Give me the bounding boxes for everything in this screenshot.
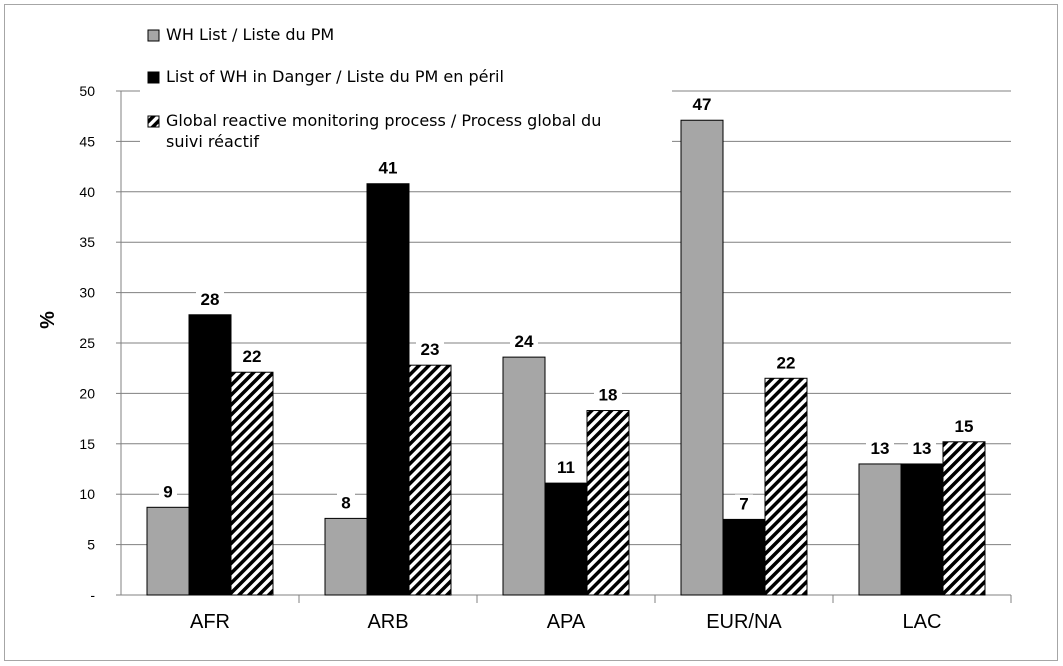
legend-label: List of WH in Danger / Liste du PM en pé… [166,67,504,86]
data-label: 8 [341,493,350,512]
data-label-bg [510,332,538,352]
data-label: 13 [871,439,890,458]
data-label: 22 [777,353,796,372]
legend: WH List / Liste du PM List of WH in Dange… [140,20,672,162]
data-label-bg [196,289,224,309]
legend-label: suivi réactif [166,132,259,151]
x-tick-label: AFR [190,611,230,633]
data-label: 15 [955,417,974,436]
data-label: 7 [739,494,748,513]
bar [858,463,902,596]
bar [502,356,546,596]
y-tick-label: 25 [79,335,95,351]
legend-label: WH List / Liste du PM [166,25,334,44]
bar [408,364,452,596]
data-label-bg [688,95,716,115]
bars [146,119,986,596]
y-axis-label: % [37,311,59,329]
data-label: 13 [913,439,932,458]
data-label: 47 [693,95,712,114]
y-tick-label: 30 [79,285,95,301]
y-tick-label: 15 [79,436,95,452]
data-label-bg [374,158,402,178]
y-tick-label: 10 [79,486,95,502]
bar [764,377,808,596]
bar [680,119,724,596]
data-label: 22 [243,347,262,366]
data-labels: 9 28 22 8 41 23 24 11 18 47 7 22 13 13 15 [159,95,978,514]
data-label-bg [735,494,753,514]
data-label-bg [552,458,580,478]
data-label: 41 [379,159,398,178]
data-label-bg [950,416,978,436]
y-tick-label: 45 [79,133,95,149]
y-tick-label: 50 [79,83,95,99]
bar [366,183,410,596]
bar [586,410,630,596]
y-tick-label: - [90,587,95,603]
data-label: 11 [557,458,575,477]
data-label-bg [772,353,800,373]
y-tick-label: 5 [87,537,95,553]
x-tick-label: ARB [367,611,408,633]
data-label-bg [908,438,936,458]
data-label: 28 [201,290,220,309]
data-label: 23 [421,340,440,359]
bar [188,314,232,596]
data-label-bg [416,340,444,360]
x-tick-label: EUR/NA [706,611,782,633]
data-label: 9 [163,482,172,501]
data-label-bg [594,385,622,405]
data-label: 24 [515,332,534,351]
x-tick-label: LAC [903,611,942,633]
bar [146,506,190,596]
y-tick-label: 35 [79,234,95,250]
legend-swatch [147,71,160,84]
bar [324,517,368,596]
bar [900,463,944,596]
data-label: 18 [599,386,618,405]
x-tick-label: APA [547,611,586,633]
data-label-bg [337,493,355,513]
bar [942,441,986,596]
data-label-bg [159,482,177,502]
axes: - 5 10 15 20 25 30 35 40 45 50 AFR ARB APA EUR/NA LAC [79,83,1012,633]
legend-swatch [147,29,160,42]
legend-label: Global reactive monitoring process / Pro… [166,111,601,130]
legend-swatch [147,115,160,128]
chart-frame [4,4,1058,661]
data-label-bg [866,438,894,458]
bar [230,371,274,596]
data-label-bg [238,347,266,367]
y-tick-label: 40 [79,184,95,200]
bar [544,482,588,596]
bar [722,518,766,596]
y-tick-label: 20 [79,385,95,401]
legend-background [140,20,672,162]
